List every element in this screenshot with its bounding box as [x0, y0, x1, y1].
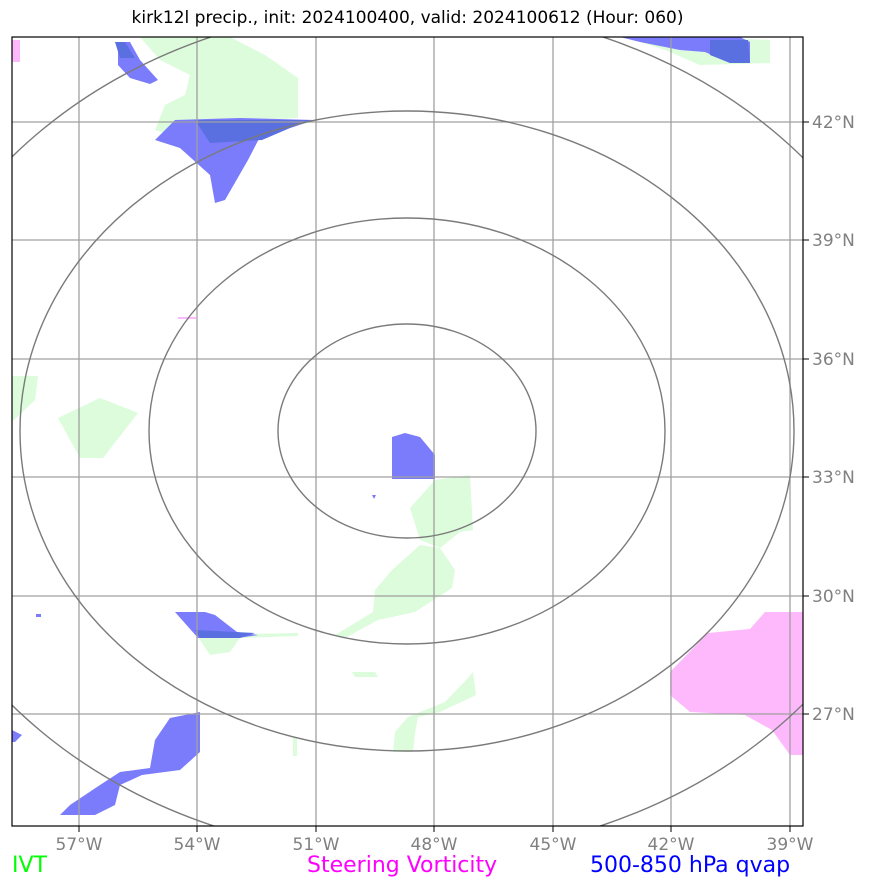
qvap-region	[372, 495, 376, 499]
lon-label: 48°W	[411, 835, 458, 855]
lon-label: 57°W	[56, 835, 103, 855]
latitude-labels: 42°N 39°N 36°N 33°N 30°N 27°N	[812, 113, 855, 725]
legend-ivt-label: IVT	[12, 853, 47, 878]
qvap-core-region	[115, 42, 135, 58]
legend-qvap: 500-850 hPa qvap	[590, 853, 790, 878]
tick-marks	[78, 121, 809, 832]
ivt-region	[140, 37, 298, 140]
ivt-region	[12, 376, 38, 420]
qvap-region	[36, 614, 41, 617]
lon-label: 54°W	[174, 835, 221, 855]
qvap-region	[155, 118, 315, 203]
lat-label: 27°N	[812, 705, 855, 725]
range-ring	[148, 217, 666, 645]
qvap-region	[12, 730, 22, 742]
vorticity-regions	[12, 40, 803, 755]
lat-label: 36°N	[812, 350, 855, 370]
lat-label: 39°N	[812, 231, 855, 251]
lon-label: 51°W	[293, 835, 340, 855]
map-title: kirk12l precip., init: 2024100400, valid…	[131, 8, 684, 28]
lat-label: 42°N	[812, 113, 855, 133]
ivt-region	[352, 672, 378, 677]
ivt-regions	[12, 37, 770, 756]
lon-label: 45°W	[530, 835, 577, 855]
legend-steering-vorticity-label: Steering Vorticity	[307, 853, 498, 878]
range-ring	[277, 323, 537, 539]
map-area	[12, 37, 803, 826]
qvap-core-region	[195, 630, 255, 638]
qvap-region	[392, 433, 435, 479]
qvap-core-region	[195, 120, 310, 143]
graticule	[12, 37, 803, 826]
ivt-region	[293, 738, 297, 756]
ivt-region	[58, 398, 138, 458]
legend-steering-vorticity: Steering Vorticity	[307, 853, 497, 878]
ivt-region	[335, 545, 455, 638]
lon-label: 39°W	[767, 835, 814, 855]
lon-label: 42°W	[648, 835, 695, 855]
legend-qvap-label: 500-850 hPa qvap	[590, 853, 791, 878]
longitude-labels: 57°W 54°W 51°W 48°W 45°W 42°W 39°W	[56, 835, 814, 855]
qvap-core-region	[710, 40, 750, 63]
vorticity-region	[670, 612, 803, 755]
map-frame	[11, 36, 804, 827]
range-ring	[12, 37, 803, 826]
qvap-core-regions	[115, 40, 750, 638]
qvap-region	[60, 712, 200, 815]
range-rings	[12, 37, 803, 826]
vorticity-region	[178, 317, 196, 319]
legend-ivt: IVT	[12, 853, 47, 878]
lat-label: 33°N	[812, 468, 855, 488]
ivt-region	[198, 633, 298, 655]
vorticity-region	[12, 40, 20, 62]
qvap-region	[175, 612, 258, 638]
range-ring	[19, 110, 795, 752]
lat-label: 30°N	[812, 587, 855, 607]
